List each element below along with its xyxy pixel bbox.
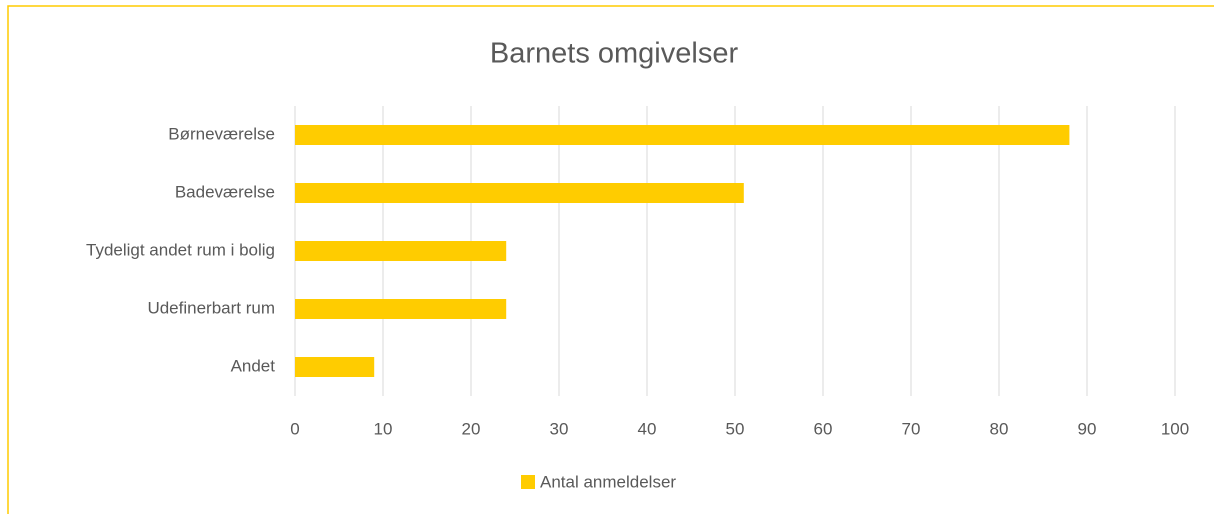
bar [295,357,375,377]
legend-label: Antal anmeldelser [540,472,676,491]
x-tick-label: 40 [638,419,657,438]
y-tick-label: Andet [231,356,276,375]
x-tick-label: 90 [1078,419,1097,438]
x-tick-label: 100 [1161,419,1189,438]
x-tick-label: 50 [726,419,745,438]
x-tick-label: 20 [462,419,481,438]
x-tick-label: 70 [902,419,921,438]
chart-title: Barnets omgivelser [490,38,739,70]
y-tick-label: Tydeligt andet rum i bolig [86,240,275,259]
x-tick-label: 30 [550,419,569,438]
x-tick-label: 10 [374,419,393,438]
bar [295,183,744,203]
x-tick-label: 80 [990,419,1009,438]
bar [295,299,507,319]
x-tick-label: 0 [290,419,299,438]
chart-border [7,5,1214,514]
y-tick-label: Udefinerbart rum [147,298,275,317]
y-tick-label: Børneværelse [168,124,275,143]
y-tick-label: Badeværelse [175,182,275,201]
bar [295,241,507,261]
bar [295,125,1070,145]
x-tick-label: 60 [814,419,833,438]
legend-swatch [521,475,535,489]
